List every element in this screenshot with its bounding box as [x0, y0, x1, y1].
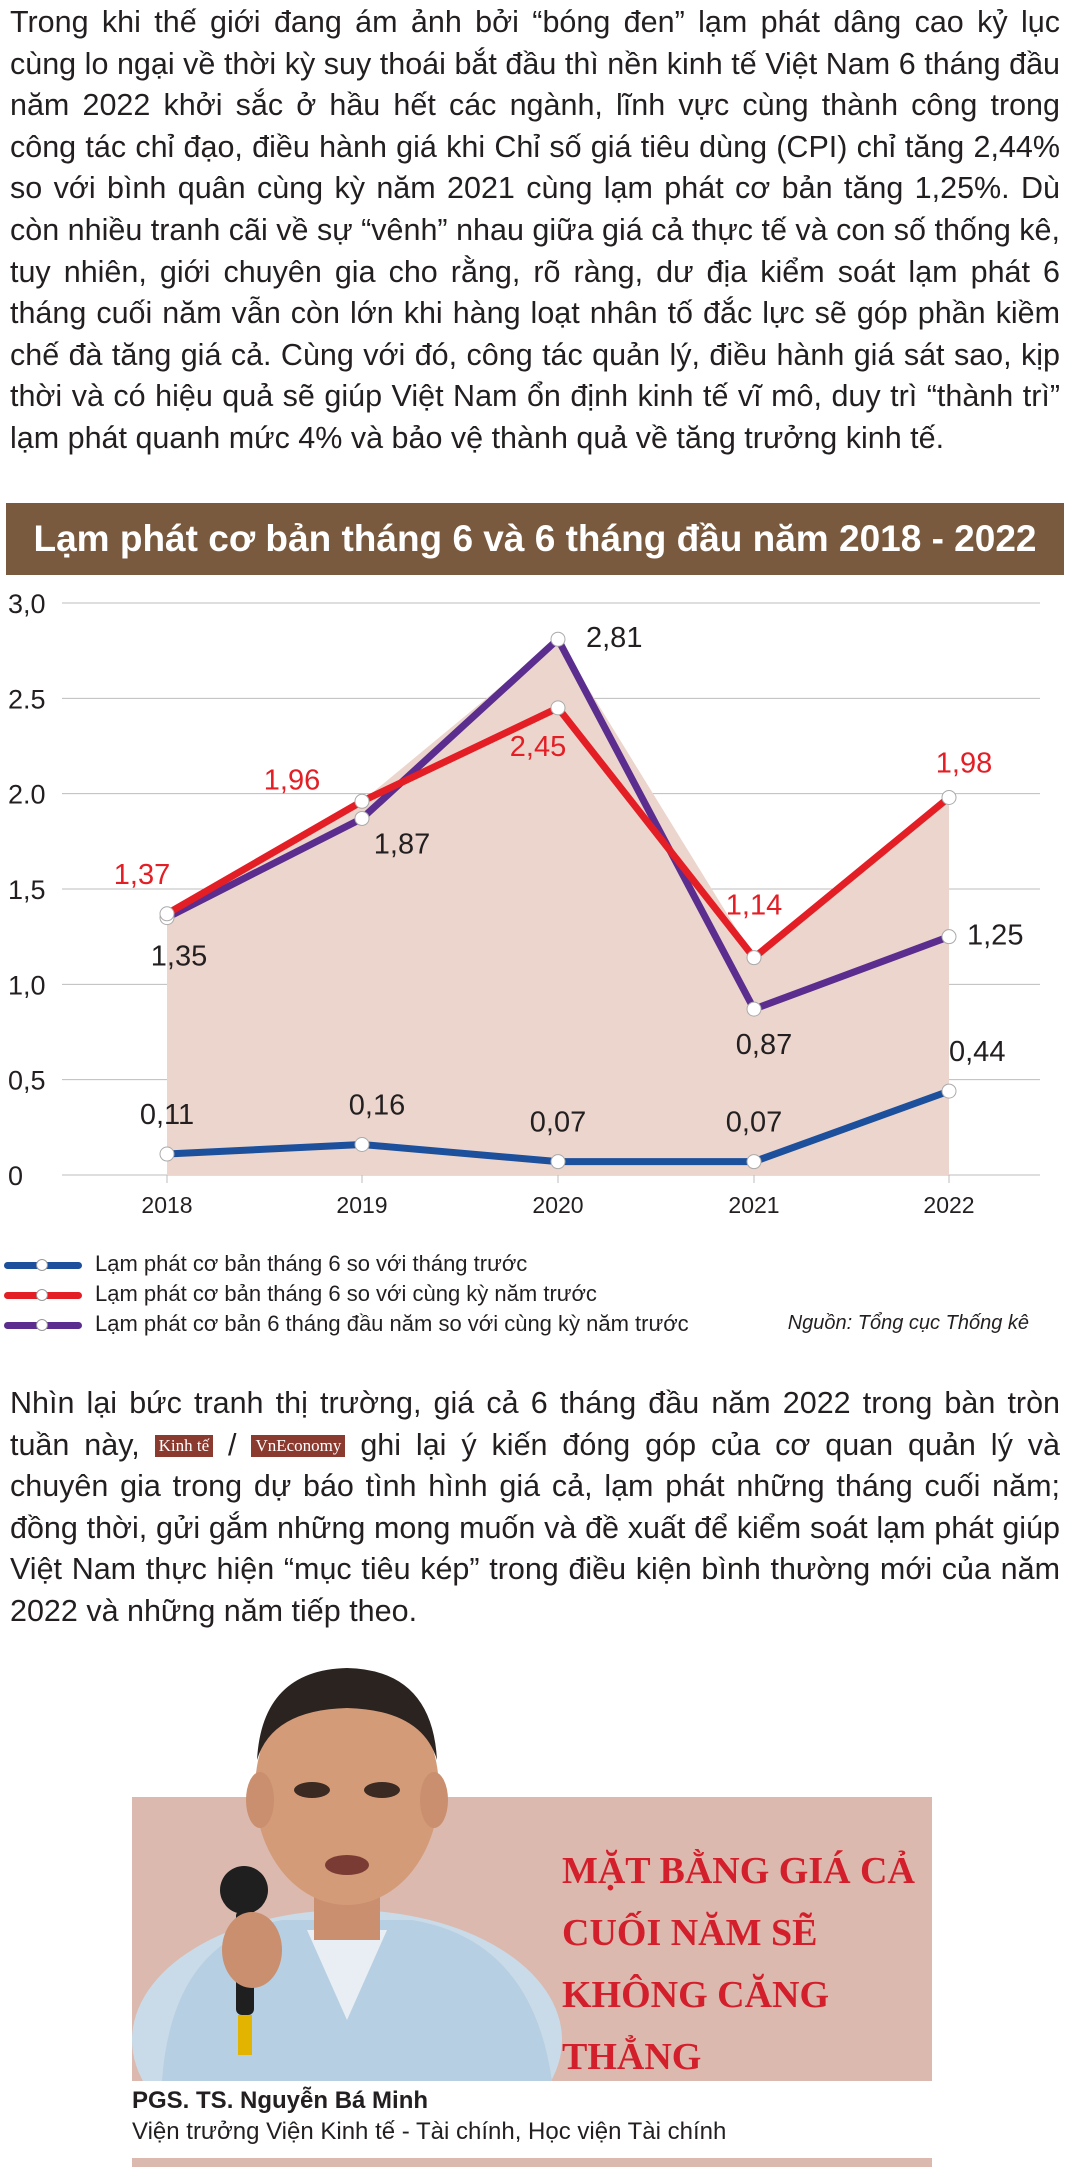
speaker-title: Viện trưởng Viện Kinh tế - Tài chính, Họ… [132, 2118, 727, 2145]
data-point [354, 810, 370, 826]
data-point [354, 793, 370, 809]
legend-marker [36, 1319, 48, 1331]
data-point [354, 1136, 370, 1152]
data-label: 1,25 [967, 920, 1023, 952]
y-axis-ticks: 0 0,5 1,0 1,5 2.0 2.5 3,0 [8, 589, 46, 1191]
logo-separator: / [228, 1427, 237, 1462]
intro-paragraph: Trong khi thế giới đang ám ảnh bởi “bóng… [10, 5, 1060, 455]
chart-data-labels: 0,11 0,16 0,07 0,07 0,44 1,37 1,96 2,45 1,14 1,98… [114, 622, 1024, 1138]
kinh-te-logo: Kinh tế [154, 1434, 214, 1457]
data-point [550, 700, 566, 716]
y-tick-label: 3,0 [8, 589, 46, 619]
legend-marker [36, 1259, 48, 1271]
data-label: 1,98 [936, 747, 992, 779]
data-point [941, 1083, 957, 1099]
data-label: 0,07 [726, 1107, 782, 1139]
data-label: 1,35 [151, 941, 207, 973]
y-tick-label: 1,0 [8, 970, 46, 1000]
data-point [746, 1001, 762, 1017]
y-tick-label: 0 [8, 1161, 23, 1191]
data-point [746, 950, 762, 966]
data-point [746, 1154, 762, 1170]
x-tick-label: 2022 [923, 1192, 974, 1218]
data-label: 1,37 [114, 859, 170, 891]
x-tick-label: 2019 [336, 1192, 387, 1218]
data-label: 1,96 [264, 764, 320, 796]
data-label: 2,81 [586, 622, 642, 654]
chart-series [159, 631, 957, 1170]
y-tick-label: 0,5 [8, 1066, 46, 1096]
data-label: 0,16 [349, 1089, 405, 1121]
data-label: 0,11 [140, 1099, 194, 1131]
speaker-photo [132, 1668, 562, 2081]
para2-text-after: ghi lại ý kiến đóng góp của cơ quan quản… [10, 1427, 1060, 1628]
data-point [941, 929, 957, 945]
data-label: 1,14 [726, 890, 782, 922]
data-point [159, 1146, 175, 1162]
x-tick-label: 2021 [728, 1192, 779, 1218]
x-tick-label: 2018 [141, 1192, 192, 1218]
data-point [159, 906, 175, 922]
data-point [550, 631, 566, 647]
legend-marker [36, 1289, 48, 1301]
profile-headline: MẶT BẰNG GIÁ CẢ CUỐI NĂM SẼ KHÔNG CĂNG T… [562, 1850, 915, 2078]
speaker-name: PGS. TS. Nguyễn Bá Minh [132, 2087, 429, 2114]
chart-legend: Lạm phát cơ bản tháng 6 so với tháng trư… [0, 1250, 1069, 1340]
data-point [941, 789, 957, 805]
legend-label: Lạm phát cơ bản tháng 6 so với cùng kỳ n… [95, 1281, 597, 1306]
data-label: 0,44 [949, 1036, 1005, 1068]
roundtable-paragraph: Nhìn lại bức tranh thị trường, giá cả 6 … [10, 1383, 1060, 1633]
y-tick-label: 2.5 [8, 684, 46, 714]
y-tick-label: 1,5 [8, 875, 46, 905]
para2-text-before: Nhìn lại bức tranh thị trường, giá cả 6 … [10, 1386, 1060, 1462]
inflation-line-chart: 0 0,5 1,0 1,5 2.0 2.5 3,0 2018 2019 2020 2021 2022… [8, 589, 1040, 1218]
vneconomy-logo: VnEconomy [251, 1434, 346, 1457]
data-label: 0,07 [530, 1107, 586, 1139]
chart-source: Nguồn: Tổng cục Thống kê [787, 1312, 1029, 1334]
y-tick-label: 2.0 [8, 780, 46, 810]
x-tick-label: 2020 [532, 1192, 583, 1218]
data-point [550, 1154, 566, 1170]
x-axis-ticks: 2018 2019 2020 2021 2022 [141, 1175, 975, 1218]
footer-bar [132, 2158, 932, 2167]
chart-title: Lạm phát cơ bản tháng 6 và 6 tháng đầu n… [6, 503, 1064, 575]
data-label: 0,87 [736, 1029, 792, 1061]
legend-label: Lạm phát cơ bản 6 tháng đầu năm so với c… [95, 1311, 689, 1336]
data-label: 1,87 [374, 828, 430, 860]
data-label: 2,45 [510, 731, 566, 763]
legend-label: Lạm phát cơ bản tháng 6 so với tháng trư… [95, 1251, 528, 1276]
chart-area-fill [167, 639, 949, 1175]
